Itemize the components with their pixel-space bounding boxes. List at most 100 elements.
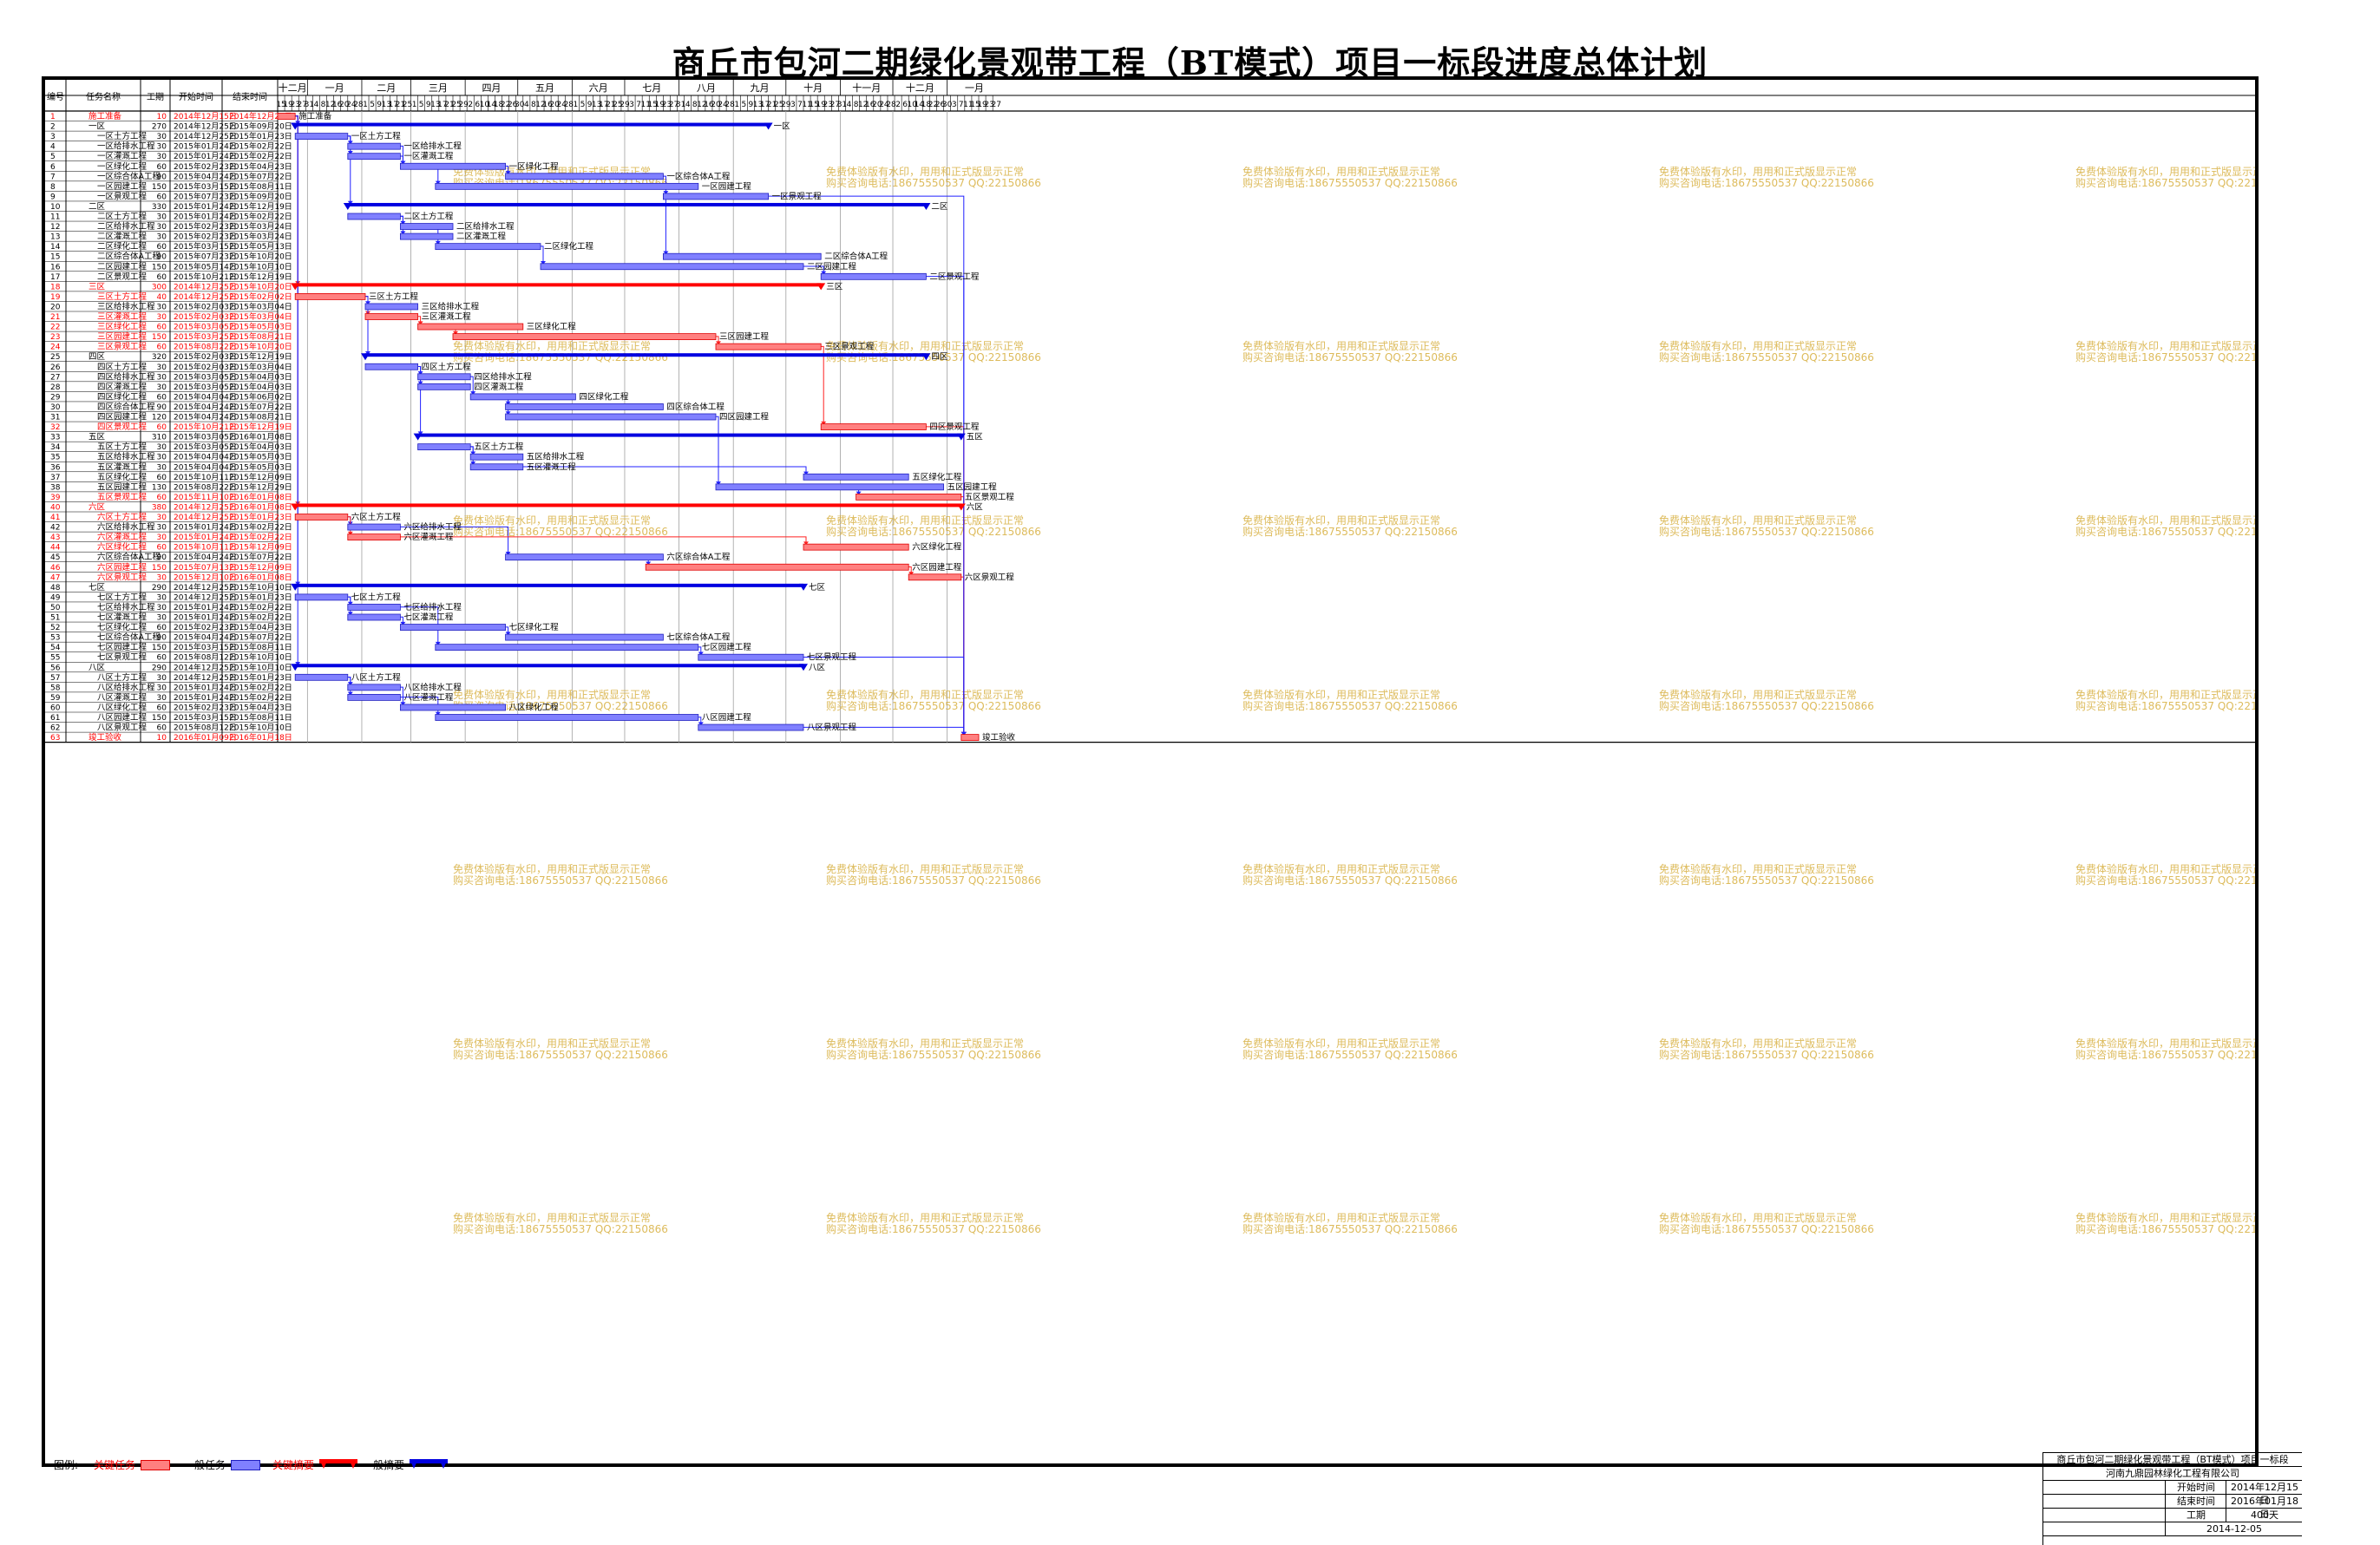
task-name: 八区 [89,663,106,672]
dependency-link [698,646,702,654]
month-label: 八月 [697,82,716,94]
day-tick-label: 13 [592,101,601,109]
table-header-2: 任务名称 [86,91,121,102]
watermark-line1: 免费体验版有水印，用用和正式版显示正常 [1242,862,1440,875]
task-start: 2015年07月23日 [174,191,237,201]
summary-bar [295,664,803,668]
day-tick-label: 21 [444,101,454,109]
task-start: 2015年08月22日 [174,342,237,352]
task-end: 2015年08月21日 [229,412,292,422]
task-id: 49 [50,593,61,602]
day-tick-label: 28 [724,101,735,109]
task-start: 2015年01月24日 [174,532,237,542]
task-bar [505,633,664,641]
task-start: 2014年12月25日 [174,582,237,592]
legend-critical-task-swatch [141,1460,170,1470]
task-start: 2015年03月05日 [174,322,237,332]
task-bar [663,252,822,260]
task-duration: 60 [157,474,167,482]
task-end: 2015年01月23日 [229,592,292,602]
summary-bar-end-cap [921,353,931,361]
month-label: 十二月 [906,82,934,94]
task-id: 60 [50,704,61,712]
task-id: 52 [50,624,60,632]
dependency-arrow [347,200,353,205]
task-bar [347,153,401,160]
task-start: 2015年03月15日 [174,181,237,192]
day-tick-label: 11 [640,101,650,109]
task-bar-label: 八区土方工程 [351,672,402,683]
task-duration: 30 [157,604,167,612]
task-id: 8 [50,183,56,192]
day-tick-label: 1 [412,101,417,109]
task-bar-label: 三区绿化工程 [527,322,577,332]
task-id: 7 [50,173,56,181]
task-name: 一区给排水工程 [97,141,155,152]
task-start: 2015年02月23日 [174,622,237,632]
task-name: 三区园建工程 [97,331,148,342]
task-bar [435,182,699,190]
watermark-line1: 免费体验版有水印，用用和正式版显示正常 [453,1037,651,1050]
task-bar [908,573,962,581]
task-bar [347,684,401,691]
task-start: 2015年03月15日 [174,642,237,652]
watermark-line2: 购买咨询电话:18675550537 QQ:22150866 [2075,1222,2255,1235]
task-end: 2015年03月04日 [229,311,292,322]
day-tick-label: 23 [984,101,993,109]
task-duration: 30 [157,153,167,161]
day-tick-label: 19 [655,101,665,109]
summary-bar-label: 七区 [809,583,826,592]
task-bar-label: 六区景观工程 [965,572,1015,582]
task-id: 21 [50,313,60,322]
legend-critical-summary-swatch [319,1459,357,1469]
summary-bar-label: 二区 [931,202,948,212]
watermark-line1: 免费体验版有水印，用用和正式版显示正常 [826,862,1024,875]
task-id: 32 [50,423,60,432]
task-bar [347,613,401,621]
watermark-line2: 购买咨询电话:18675550537 QQ:22150866 [1242,350,1458,363]
day-tick-label: 19 [816,101,826,109]
task-id: 26 [50,363,61,372]
task-start: 2014年12月25日 [174,281,237,291]
dependency-arrow [698,651,704,656]
day-tick-label: 28 [564,101,574,109]
dependency-arrow [435,641,441,645]
task-bar-label: 六区绿化工程 [912,542,962,553]
month-label: 一月 [325,82,344,94]
task-name: 四区园建工程 [97,412,148,422]
task-id: 57 [50,674,60,683]
task-id: 1 [50,113,56,121]
task-id: 63 [50,734,60,743]
task-start: 2015年04月04日 [174,452,237,462]
task-end: 2015年08月11日 [229,642,292,652]
task-name: 六区灌溉工程 [97,532,148,542]
task-end: 2015年04月03日 [229,382,292,392]
task-bar-label: 七区灌溉工程 [403,612,454,623]
task-end: 2015年02月22日 [229,692,292,703]
day-tick-label: 3 [629,101,634,109]
dependency-link [400,155,403,163]
watermark-line2: 购买咨询电话:18675550537 QQ:22150866 [1659,525,1874,538]
month-label: 九月 [751,82,770,94]
task-name: 三区土方工程 [97,291,148,302]
task-start: 2015年04月24日 [174,632,237,643]
task-id: 9 [50,193,56,201]
task-bar-label: 二区园建工程 [807,261,857,272]
dependency-link [400,606,439,644]
task-bar-label: 五区灌溉工程 [527,462,577,472]
task-duration: 30 [157,614,167,623]
task-bar-label: 一区综合体A工程 [666,171,730,181]
task-name: 二区灌溉工程 [97,232,148,242]
month-label: 三月 [429,82,448,94]
watermark-line2: 购买咨询电话:18675550537 QQ:22150866 [1659,699,1874,712]
task-name: 三区 [89,282,106,291]
watermark-line2: 购买咨询电话:18675550537 QQ:22150866 [1242,525,1458,538]
watermark-line1: 免费体验版有水印，用用和正式版显示正常 [826,1037,1024,1050]
task-bar [820,423,927,430]
task-end: 2015年09月20日 [229,191,292,201]
dependency-arrow [961,731,967,736]
task-start: 2014年12月25日 [174,121,237,132]
day-tick-label: 4 [847,101,852,109]
project-info-box: 商丘市包河二期绿化景观带工程（BT模式）项目一标段 河南九鼎园林绿化工程有限公司… [2042,1452,2302,1545]
dependency-arrow [400,702,406,706]
